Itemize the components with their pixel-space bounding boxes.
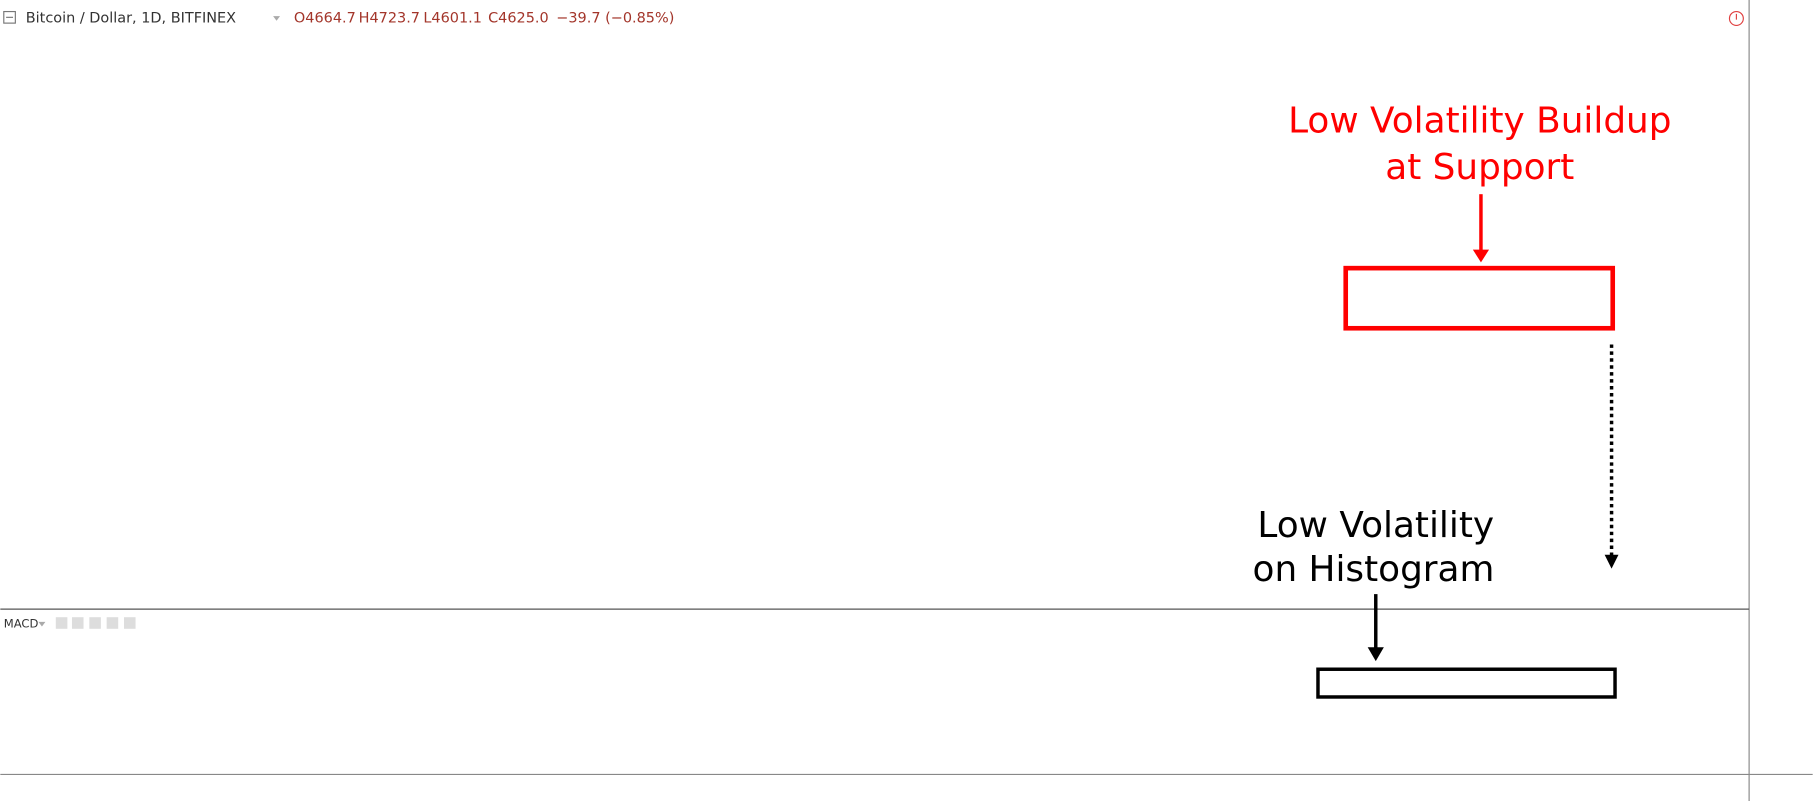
macd-label[interactable]: MACD [4,617,39,631]
annotation-text: Low Volatility [1257,505,1494,546]
alert-icon[interactable] [1728,10,1744,27]
macd-button[interactable] [106,617,119,629]
legend-close: C4625.0 [488,10,549,26]
annotation-box [1316,667,1617,699]
legend-open: O4664.7 [294,10,356,26]
annotation-text: Low Volatility Buildup [1288,101,1671,142]
breakdown-arrowhead [1604,554,1619,569]
macd-button[interactable] [123,617,136,629]
macd-dropdown[interactable] [38,621,46,627]
macd-button[interactable] [71,617,84,629]
annotation-arrowhead [1367,647,1384,662]
annotation-text: on Histogram [1253,549,1495,590]
collapse-icon[interactable] [3,10,16,24]
title-dropdown[interactable] [273,16,281,21]
annotation-support: Low Volatility Buildup at Support [1288,101,1672,331]
annotation-histogram: Low Volatility on Histogram [1253,344,1619,699]
legend-high: H4723.7 [359,10,420,26]
macd-button[interactable] [89,617,101,629]
symbol-title[interactable]: Bitcoin / Dollar, 1D, BITFINEX [26,10,236,26]
annotation-text: at Support [1385,147,1574,188]
annotation-arrowhead [1472,249,1490,263]
legend-change: −39.7 (−0.85%) [556,10,674,26]
annotation-box [1343,265,1616,331]
legend-low: L4601.1 [423,10,482,26]
macd-button[interactable] [55,617,68,629]
